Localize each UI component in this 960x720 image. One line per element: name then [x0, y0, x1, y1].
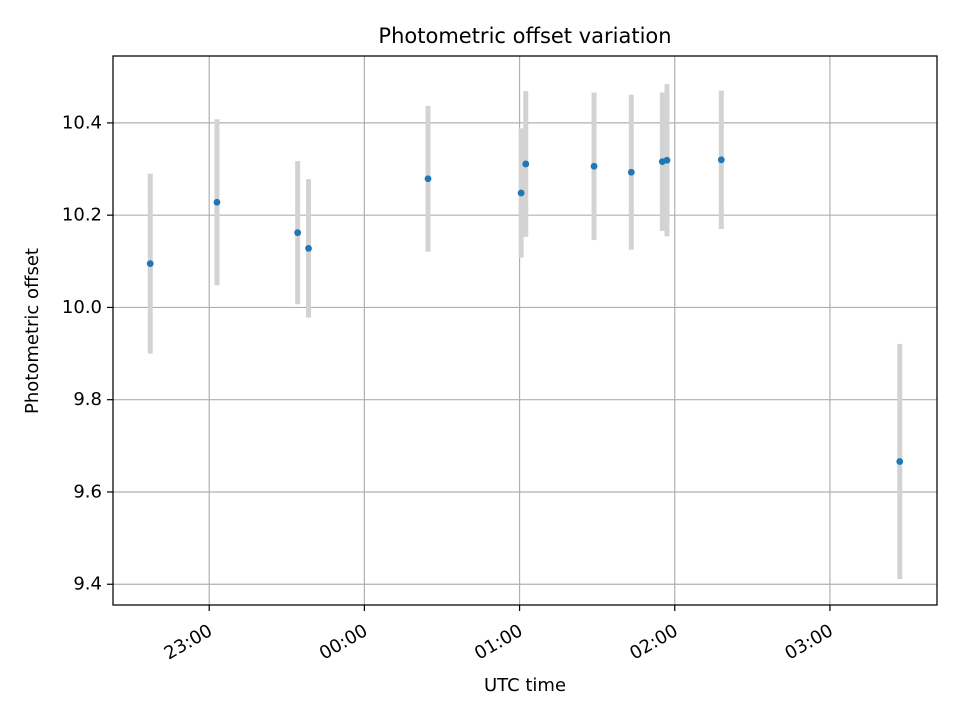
y-tick-label: 9.8: [73, 389, 102, 410]
data-point: [627, 168, 635, 176]
data-point: [294, 229, 302, 237]
x-axis-label: UTC time: [484, 675, 566, 696]
y-tick-label: 10.0: [62, 297, 102, 318]
data-point: [146, 260, 154, 268]
chart-title: Photometric offset variation: [378, 24, 671, 48]
y-tick-label: 10.2: [62, 205, 102, 226]
plot-frame: [112, 55, 938, 606]
data-point: [517, 189, 525, 197]
data-points: [146, 156, 904, 465]
data-point: [663, 156, 671, 164]
y-axis-label: Photometric offset: [22, 248, 43, 414]
data-point: [590, 162, 598, 170]
data-point: [522, 160, 530, 168]
data-point: [213, 198, 221, 206]
y-tick-label: 9.4: [73, 574, 102, 595]
data-point: [424, 175, 432, 183]
data-point: [896, 458, 904, 465]
data-point: [717, 156, 725, 164]
y-tick-label: 9.6: [73, 481, 102, 502]
y-tick-label: 10.4: [62, 112, 102, 133]
data-point: [305, 244, 312, 252]
